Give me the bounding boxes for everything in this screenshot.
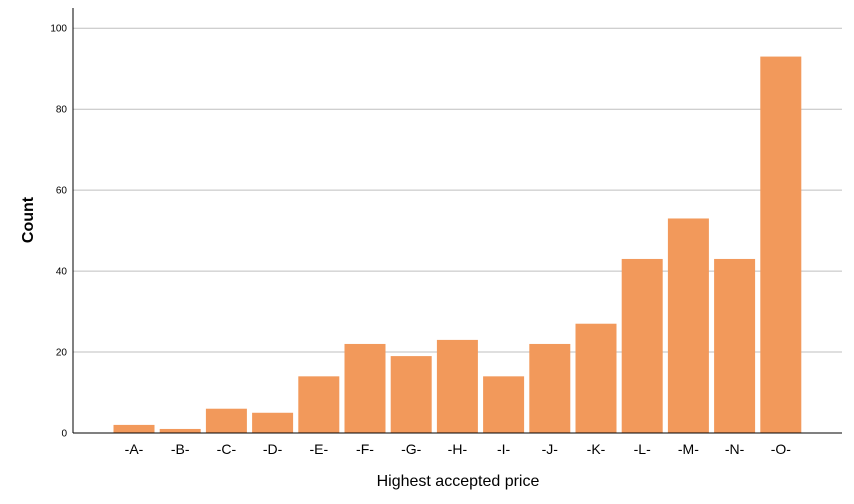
y-tick-label: 0 [61, 429, 67, 440]
y-tick-label: 80 [56, 105, 68, 116]
x-tick-label: -N- [725, 441, 745, 457]
bar-c [205, 408, 247, 433]
y-tick-label: 60 [56, 186, 68, 197]
bar-g [390, 356, 432, 433]
bar-k [575, 323, 617, 433]
x-tick-label: -E- [309, 441, 328, 457]
x-tick-label: -L- [634, 441, 651, 457]
bar-j [529, 343, 571, 433]
y-axis-ticks: 0 20 40 60 80 100 [50, 24, 67, 440]
x-axis-title: Highest accepted price [377, 473, 540, 490]
bar-m [667, 218, 709, 433]
x-tick-label: -H- [448, 441, 468, 457]
y-axis-title: Count [20, 196, 37, 243]
x-tick-label: -O- [771, 441, 792, 457]
bar-a [113, 424, 155, 433]
x-tick-label: -B- [171, 441, 190, 457]
x-tick-label: -F- [356, 441, 374, 457]
y-tick-label: 40 [56, 267, 68, 278]
bars [113, 56, 802, 433]
bar-e [298, 376, 340, 433]
y-tick-label: 20 [56, 348, 68, 359]
bar-o [760, 56, 802, 433]
x-tick-label: -D- [263, 441, 283, 457]
x-tick-label: -A- [125, 441, 144, 457]
y-tick-label: 100 [50, 24, 67, 35]
x-tick-label: -C- [217, 441, 237, 457]
bar-h [436, 339, 478, 433]
bar-n [714, 258, 756, 433]
gridlines [73, 27, 842, 353]
x-tick-label: -M- [678, 441, 699, 457]
x-axis-ticks: -A- -B- -C- -D- -E- -F- -G- -H- -I- -J- -K- -L- -M- -… [125, 441, 792, 457]
bar-f [344, 343, 386, 433]
bar-l [621, 258, 663, 433]
x-tick-label: -J- [542, 441, 559, 457]
bar-i [483, 376, 525, 433]
x-tick-label: -I- [497, 441, 511, 457]
bar-b [159, 428, 201, 433]
x-tick-label: -K- [587, 441, 606, 457]
bar-d [252, 412, 294, 433]
x-tick-label: -G- [401, 441, 422, 457]
